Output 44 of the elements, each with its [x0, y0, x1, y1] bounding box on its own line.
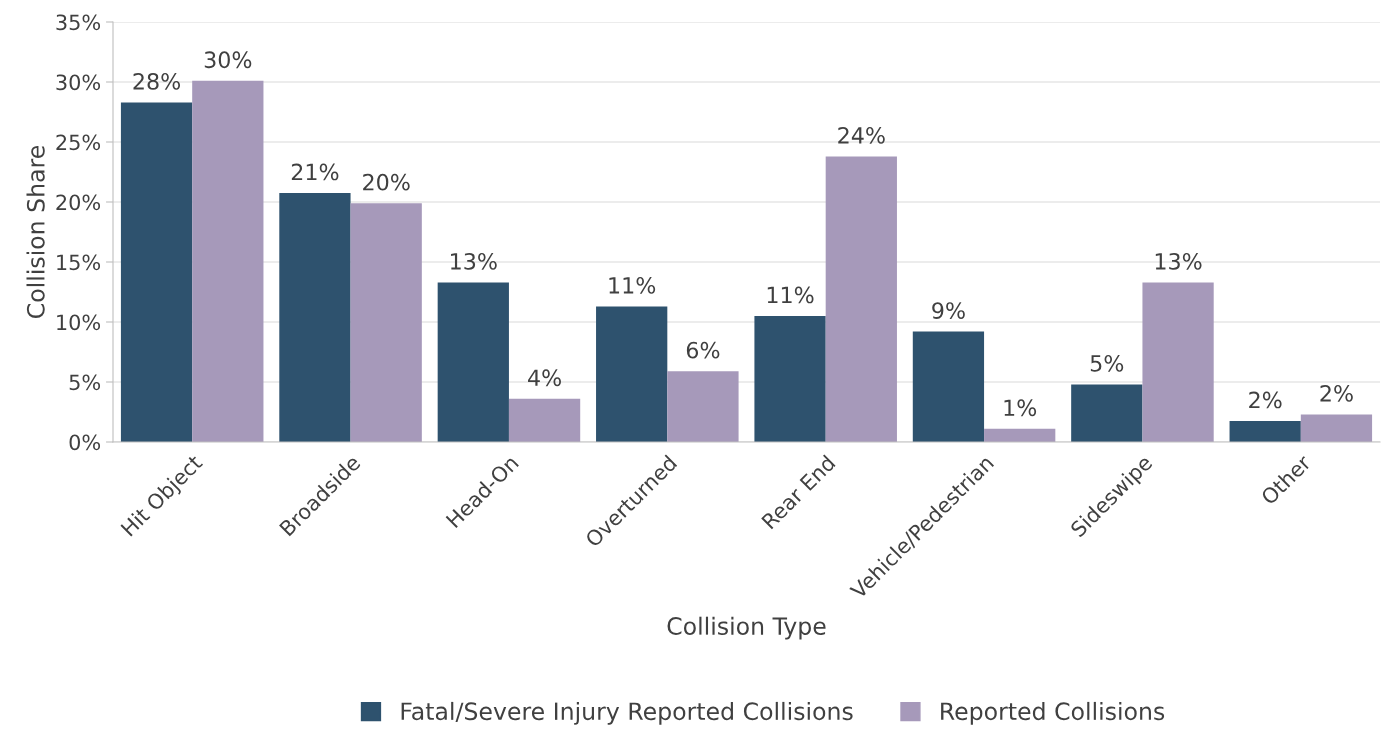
bar	[192, 80, 264, 442]
data-label: 28%	[133, 72, 181, 90]
data-label: 1%	[1004, 399, 1037, 417]
data-label: 9%	[932, 302, 965, 319]
y-tick-label: 15%	[57, 254, 101, 271]
data-label: 30%	[204, 51, 252, 69]
data-label: 11%	[767, 286, 814, 304]
data-label: 11%	[609, 276, 656, 294]
y-axis-title: Collision Share	[26, 146, 45, 318]
bar	[1071, 384, 1143, 442]
data-label: 20%	[363, 173, 410, 191]
data-label: 5%	[1090, 354, 1124, 372]
bar	[754, 316, 826, 442]
bar	[279, 193, 351, 442]
bar	[120, 102, 193, 442]
y-tick-label: 35%	[56, 14, 101, 31]
data-label: 13%	[451, 252, 497, 270]
bar	[825, 156, 897, 442]
y-tick-label: 5%	[69, 374, 101, 391]
bar	[1142, 282, 1214, 442]
bar	[350, 203, 422, 442]
y-tick-label: 25%	[56, 134, 101, 151]
y-tick-label: 10%	[57, 314, 101, 331]
bar	[912, 331, 985, 442]
data-label: 24%	[838, 126, 885, 144]
data-label: 2%	[1320, 384, 1353, 402]
bar	[1300, 414, 1373, 442]
bar	[596, 306, 668, 442]
x-axis-title: Collision Type	[667, 616, 826, 640]
bar	[984, 428, 1056, 442]
data-label: 21%	[291, 163, 339, 181]
data-label: 2%	[1249, 391, 1282, 409]
y-tick-label: 20%	[56, 194, 101, 211]
data-label: 13%	[1155, 252, 1202, 270]
bar	[508, 398, 581, 442]
bar	[437, 282, 509, 442]
data-label: 6%	[686, 341, 720, 359]
bar	[1229, 421, 1301, 442]
legend-label: Reported Collisions	[941, 701, 1165, 725]
bar	[667, 371, 739, 442]
y-tick-label: 0%	[69, 434, 101, 451]
y-tick-label: 30%	[56, 74, 101, 91]
data-label: 4%	[528, 369, 561, 387]
legend-label: Fatal/Severe Injury Reported Collisions	[401, 701, 853, 725]
